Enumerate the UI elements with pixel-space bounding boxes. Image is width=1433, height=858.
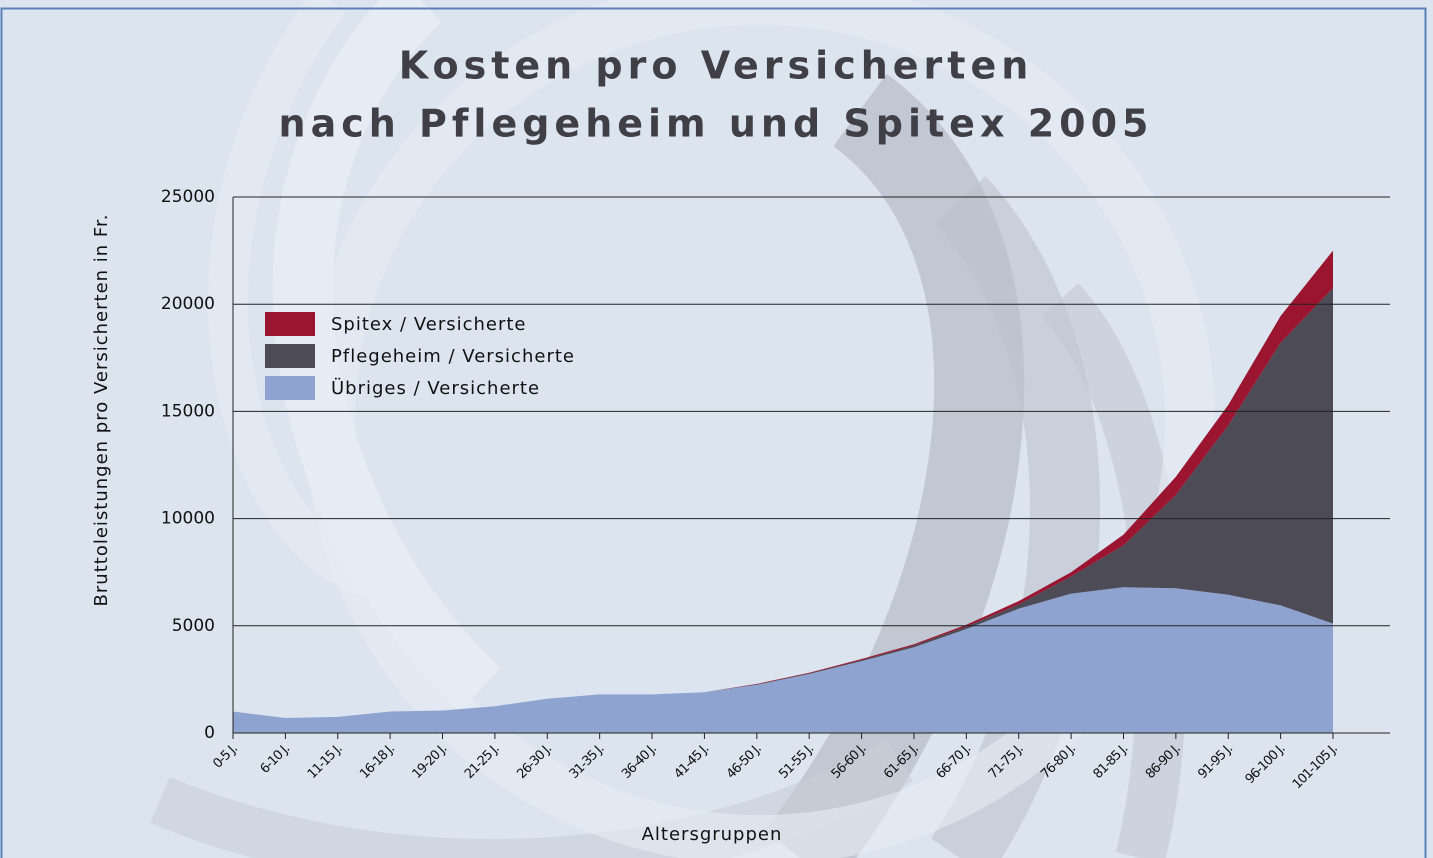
chart-title: Kosten pro Versicherten [399, 44, 1034, 88]
y-tick-label: 5000 [172, 616, 215, 636]
legend-label: Übriges / Versicherte [331, 377, 540, 399]
y-tick-label: 15000 [161, 401, 215, 421]
legend-label: Pflegeheim / Versicherte [331, 346, 575, 367]
legend-swatch [265, 376, 315, 400]
legend-swatch [265, 312, 315, 336]
y-tick-label: 10000 [161, 509, 215, 529]
legend-swatch [265, 344, 315, 368]
y-tick-label: 0 [204, 723, 215, 743]
legend-label: Spitex / Versicherte [331, 314, 527, 335]
chart-title: nach Pflegeheim und Spitex 2005 [279, 102, 1154, 146]
chart: Kosten pro Versicherten nach Pflegeheim … [0, 0, 1433, 858]
y-axis-label: Bruttoleistungen pro Versicherten in Fr. [91, 214, 112, 607]
x-axis-label: Altersgruppen [642, 824, 783, 845]
y-tick-label: 25000 [161, 187, 215, 207]
y-tick-label: 20000 [161, 294, 215, 314]
